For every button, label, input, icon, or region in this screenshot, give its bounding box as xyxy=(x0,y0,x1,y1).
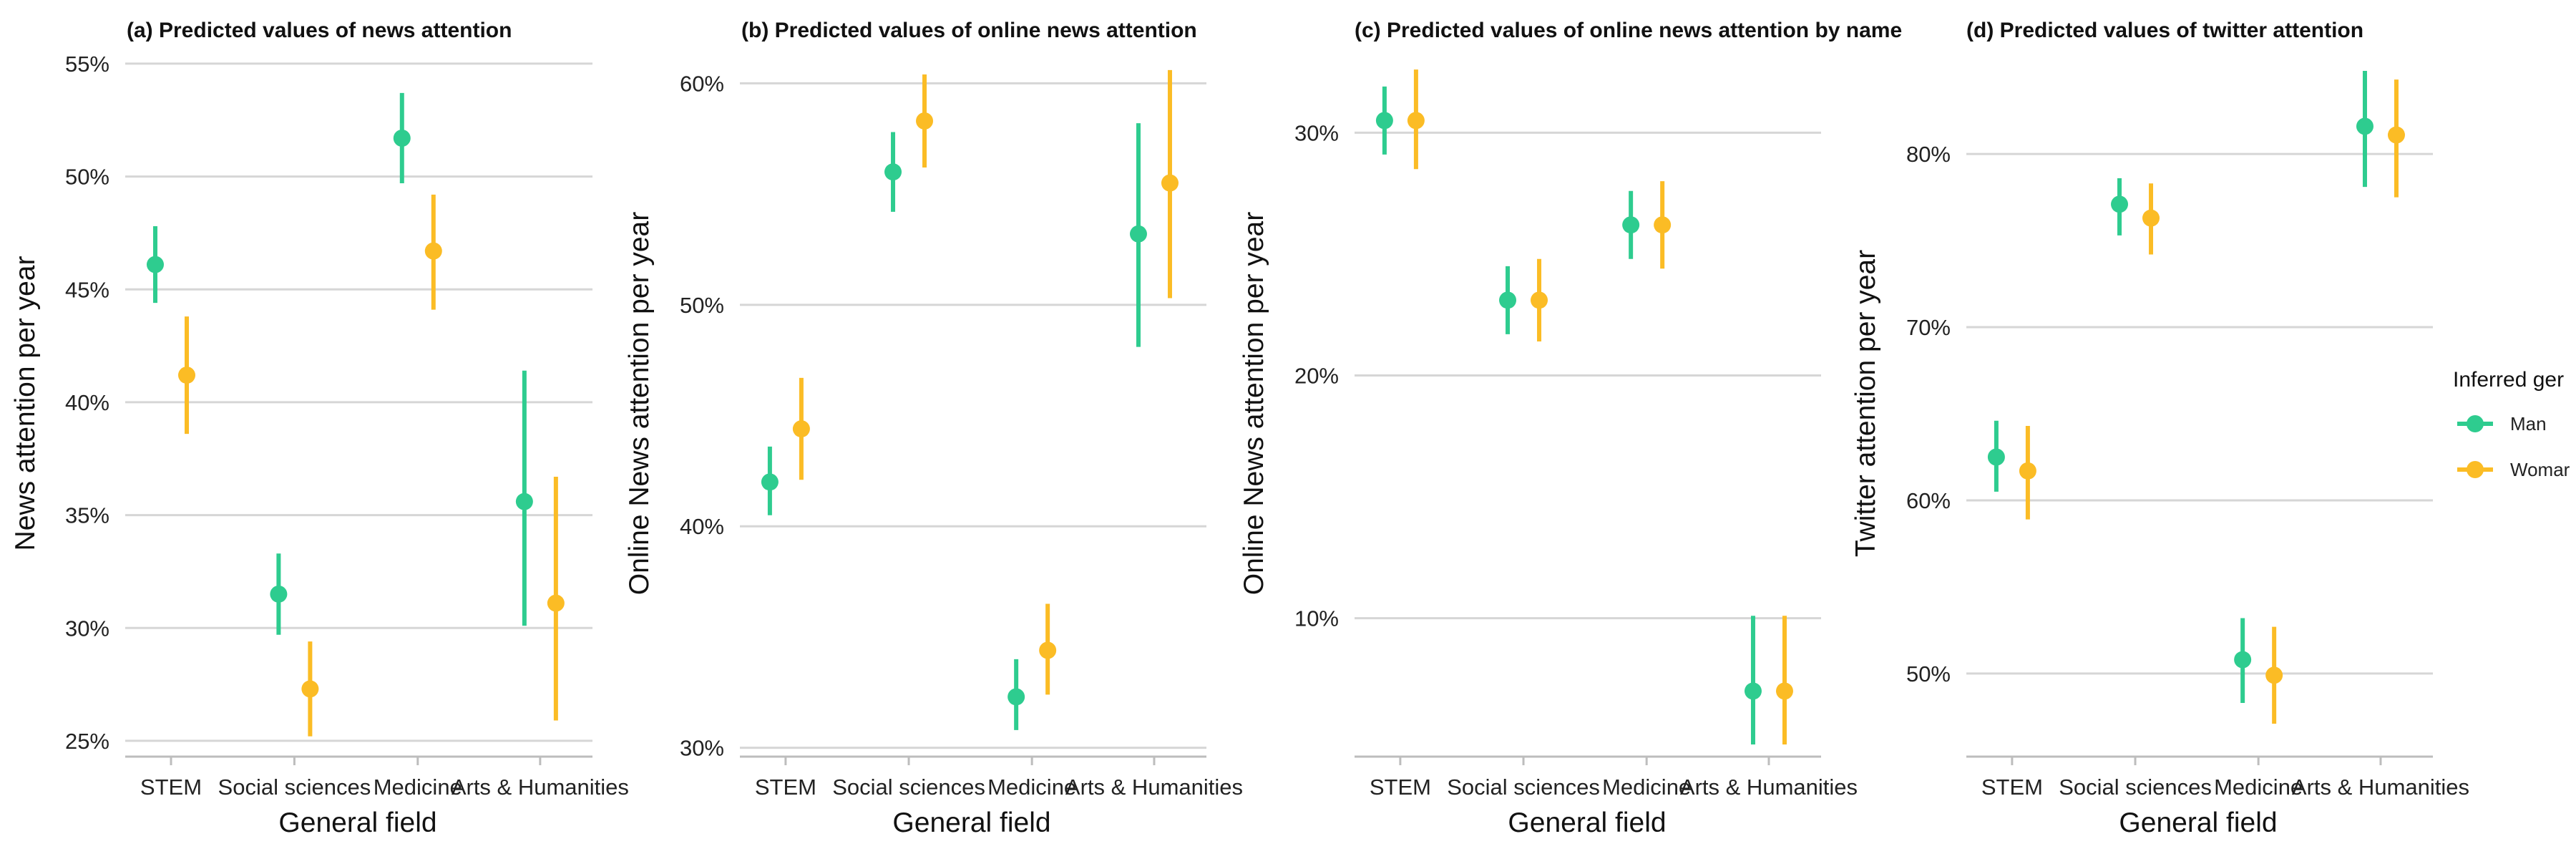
point-woman xyxy=(1161,174,1179,192)
y-tick-label: 40% xyxy=(680,514,724,539)
x-tick-label: STEM xyxy=(140,775,202,800)
x-tick-label: Social sciences xyxy=(218,775,371,800)
y-tick-label: 55% xyxy=(65,52,109,77)
y-tick-label: 50% xyxy=(65,165,109,190)
point-woman xyxy=(301,680,319,698)
x-tick-label: STEM xyxy=(755,775,816,800)
point-woman xyxy=(1775,682,1793,700)
legend-key-point xyxy=(2467,415,2484,432)
x-tick-label: Arts & Humanities xyxy=(1065,775,1243,800)
y-tick-label: 60% xyxy=(680,71,724,96)
x-tick-label: Arts & Humanities xyxy=(1680,775,1858,800)
x-tick-label: Medicine xyxy=(374,775,462,800)
x-axis-title: General field xyxy=(2119,807,2277,838)
legend-label: Womar xyxy=(2510,459,2570,480)
y-tick-label: 10% xyxy=(1294,606,1339,631)
point-woman xyxy=(916,112,934,130)
x-tick-label: Medicine xyxy=(987,775,1076,800)
point-man xyxy=(1375,112,1393,130)
x-axis-title: General field xyxy=(278,807,436,838)
y-tick-label: 20% xyxy=(1294,363,1339,388)
y-tick-label: 35% xyxy=(65,503,109,528)
panel-title: (c) Predicted values of online news atte… xyxy=(1355,19,1902,42)
panel-a: (a) Predicted values of news attention 25… xyxy=(10,19,629,838)
x-tick-label: Medicine xyxy=(2214,775,2303,800)
y-tick-label: 30% xyxy=(1294,120,1339,145)
y-tick-label: 30% xyxy=(65,616,109,641)
y-tick-label: 40% xyxy=(65,390,109,415)
point-man xyxy=(1499,291,1517,309)
y-tick-label: 70% xyxy=(1906,315,1951,340)
point-man xyxy=(761,473,779,491)
point-man xyxy=(2356,117,2373,135)
y-axis-title: News attention per year xyxy=(10,256,41,551)
x-axis-title: General field xyxy=(1508,807,1666,838)
legend-label: Man xyxy=(2510,413,2547,435)
point-man xyxy=(146,256,164,273)
point-woman xyxy=(1407,112,1425,130)
point-woman xyxy=(2265,666,2283,684)
panel-c: (c) Predicted values of online news atte… xyxy=(1239,19,1902,838)
panel-title: (b) Predicted values of online news atte… xyxy=(741,19,1197,42)
x-tick-label: STEM xyxy=(1981,775,2043,800)
x-axis-title: General field xyxy=(892,807,1050,838)
point-man xyxy=(1987,448,2005,466)
y-axis-title: Online News attention per year xyxy=(1239,212,1269,595)
point-woman xyxy=(792,420,810,438)
point-woman xyxy=(1531,291,1548,309)
x-tick-label: Medicine xyxy=(1602,775,1691,800)
point-woman xyxy=(1039,641,1057,659)
legend-key-point xyxy=(2467,461,2484,478)
panel-b: (b) Predicted values of online news atte… xyxy=(624,19,1243,838)
legend: Inferred ger Man Womar xyxy=(2453,368,2570,480)
y-axis-title: Online News attention per year xyxy=(624,212,655,595)
point-woman xyxy=(177,367,195,384)
point-man xyxy=(2111,195,2129,213)
point-man xyxy=(393,129,411,147)
y-tick-label: 25% xyxy=(65,729,109,754)
point-man xyxy=(270,585,288,603)
panel-d: (d) Predicted values of twitter attentio… xyxy=(1850,19,2469,838)
y-tick-label: 80% xyxy=(1906,142,1951,167)
point-woman xyxy=(2019,462,2036,480)
panel-title: (a) Predicted values of news attention xyxy=(127,19,512,42)
panel-title: (d) Predicted values of twitter attentio… xyxy=(1966,19,2363,42)
y-tick-label: 45% xyxy=(65,277,109,302)
x-tick-label: Social sciences xyxy=(832,775,985,800)
y-tick-label: 60% xyxy=(1906,488,1951,513)
y-tick-label: 50% xyxy=(680,293,724,318)
point-man xyxy=(515,492,533,510)
point-man xyxy=(1744,682,1762,700)
x-tick-label: Arts & Humanities xyxy=(2292,775,2469,800)
point-man xyxy=(1129,225,1147,243)
point-man xyxy=(2234,651,2252,669)
point-man xyxy=(884,163,902,181)
y-tick-label: 50% xyxy=(1906,661,1951,686)
y-axis-title: Twitter attention per year xyxy=(1850,250,1881,557)
point-woman xyxy=(547,594,565,612)
x-tick-label: Social sciences xyxy=(2059,775,2212,800)
point-man xyxy=(1008,688,1025,706)
point-woman xyxy=(1654,216,1672,234)
point-woman xyxy=(424,242,442,260)
legend-title: Inferred ger xyxy=(2453,368,2564,392)
point-woman xyxy=(2142,209,2160,227)
y-tick-label: 30% xyxy=(680,736,724,761)
point-man xyxy=(1622,216,1640,234)
x-tick-label: Social sciences xyxy=(1447,775,1600,800)
x-tick-label: Arts & Humanities xyxy=(452,775,629,800)
point-woman xyxy=(2387,126,2405,144)
x-tick-label: STEM xyxy=(1370,775,1431,800)
